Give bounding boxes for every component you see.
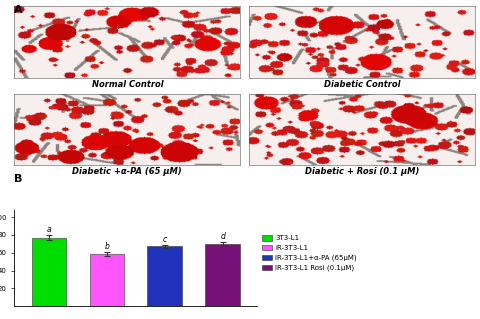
Bar bbox=[90, 254, 124, 306]
Bar bbox=[147, 247, 182, 306]
X-axis label: Diabetic + Rosi (0.1 μM): Diabetic + Rosi (0.1 μM) bbox=[305, 167, 420, 176]
Text: B: B bbox=[14, 174, 23, 184]
Text: A: A bbox=[14, 5, 23, 15]
Text: b: b bbox=[105, 241, 109, 251]
Text: d: d bbox=[220, 232, 225, 241]
X-axis label: Diabetic Control: Diabetic Control bbox=[324, 80, 400, 89]
Bar bbox=[205, 244, 240, 306]
Bar bbox=[32, 238, 66, 306]
X-axis label: Diabetic +α-PA (65 μM): Diabetic +α-PA (65 μM) bbox=[72, 167, 182, 176]
Text: c: c bbox=[163, 235, 167, 244]
Text: a: a bbox=[47, 225, 51, 234]
X-axis label: Normal Control: Normal Control bbox=[92, 80, 163, 89]
Legend: 3T3-L1, IR-3T3-L1, IR-3T3-L1+α-PA (65μM), IR-3T3-L1 Rosi (0.1μM): 3T3-L1, IR-3T3-L1, IR-3T3-L1+α-PA (65μM)… bbox=[262, 234, 357, 272]
